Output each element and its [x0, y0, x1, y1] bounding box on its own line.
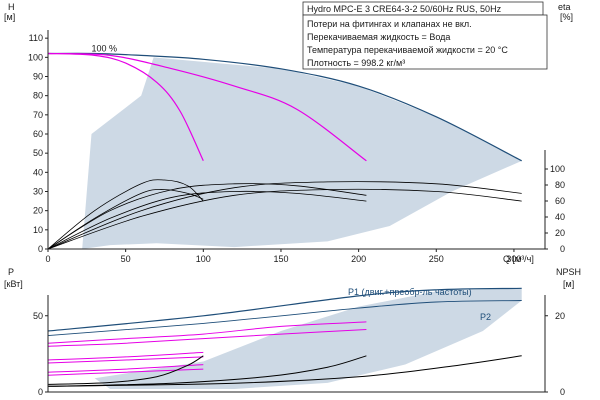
operating-range-area	[82, 57, 522, 250]
y-tick-label: 90	[33, 72, 43, 82]
efficiency-curve	[47, 189, 204, 250]
y-tick-label: 30	[33, 187, 43, 197]
x-tick-label: 50	[121, 254, 131, 264]
x-tick-label: 150	[273, 254, 288, 264]
y-tick-label: 110	[29, 33, 43, 43]
y2-title-npsh: NPSH	[556, 267, 581, 277]
reduced-speed-head-curve	[47, 52, 204, 162]
reduced-speed-power-curve	[47, 356, 204, 364]
power-npsh-panel: 0 50 0 20 P [кВт] NPSH [м] P1 (двиг.+преобр…	[4, 267, 581, 397]
efficiency-curve	[47, 188, 522, 250]
annotation-100-percent: 100 %	[91, 44, 117, 54]
y-tick-label: 80	[33, 91, 43, 101]
y2-title-npsh-unit: [м]	[563, 279, 574, 289]
y-title-h-unit: [м]	[4, 12, 15, 22]
p1-power-curve	[47, 287, 522, 332]
pump-conditions-box	[302, 14, 548, 70]
y-title-p: P	[8, 267, 14, 277]
y-tick-label: 0	[38, 244, 43, 254]
x-tick-label: 300	[506, 254, 521, 264]
y2-tick-label: 60	[555, 196, 565, 206]
x-tick-label: 200	[351, 254, 366, 264]
head-efficiency-axes: 0 50 100 150 200 250 3000102030405060708090100…	[28, 30, 565, 264]
reduced-speed-power-curve	[47, 321, 367, 344]
y2-tick-label: 40	[555, 212, 565, 222]
power-range-area	[94, 288, 522, 389]
y-tick-label: 10	[33, 225, 43, 235]
efficiency-curve	[47, 183, 367, 250]
reduced-speed-power-curve	[47, 329, 367, 347]
p2-power-curve	[47, 300, 522, 337]
efficiency-curve	[47, 190, 367, 250]
reduced-speed-power-curve	[47, 368, 204, 376]
y-title-h: H	[8, 2, 15, 12]
info-line: Перекачиваемая жидкость = Вода	[307, 32, 450, 42]
y-tick-label: 70	[33, 110, 43, 120]
info-line: Температура перекачиваемой жидкости = 20…	[307, 45, 508, 55]
head-efficiency-curves	[47, 52, 522, 250]
power-npsh-curves	[47, 287, 522, 387]
y-tick-label: 50	[33, 311, 43, 321]
head-efficiency-panel: 0 50 100 150 200 250 3000102030405060708090100…	[4, 2, 573, 264]
pump-title: Hydro MPC-E 3 CRE64-3-2 50/60Hz RUS, 50H…	[307, 4, 502, 14]
npsh-curve	[47, 355, 522, 387]
y-tick-label: 40	[33, 167, 43, 177]
y2-tick-label: 20	[555, 228, 565, 238]
y-tick-label: 50	[33, 148, 43, 158]
pump-info-box: Hydro MPC-E 3 CRE64-3-2 50/60Hz RUS, 50H…	[302, 1, 548, 70]
y2-tick-label: 0	[560, 244, 565, 254]
x-title-q: Q [м³/ч]	[503, 254, 534, 264]
max-head-curve	[47, 52, 522, 162]
legend-p1: P1 (двиг.+преобр-ль частоты)	[348, 287, 472, 297]
y-tick-label: 60	[33, 129, 43, 139]
npsh-curve	[47, 355, 204, 385]
y-title-p-unit: [кВт]	[4, 279, 23, 289]
efficiency-curve	[47, 181, 522, 250]
y2-tick-label: 0	[560, 387, 565, 397]
x-tick-label: 250	[429, 254, 444, 264]
legend-p2: P2	[480, 312, 491, 322]
y-tick-label: 20	[33, 206, 43, 216]
power-npsh-axes: 0 50 0 20	[33, 295, 565, 397]
info-line: Плотность = 998.2 кг/м³	[307, 58, 405, 68]
y2-tick-label: 100	[550, 164, 565, 174]
reduced-speed-head-curve	[47, 52, 367, 162]
y-tick-label: 0	[38, 387, 43, 397]
y2-tick-label: 80	[555, 180, 565, 190]
y2-tick-label: 20	[555, 311, 565, 321]
y2-title-eta: eta	[558, 2, 571, 12]
x-tick-label: 0	[45, 254, 50, 264]
y2-title-eta-unit: [%]	[560, 12, 573, 22]
reduced-speed-power-curve	[47, 351, 204, 361]
x-tick-label: 100	[196, 254, 211, 264]
y-tick-label: 100	[28, 52, 43, 62]
info-line: Потери на фитингах и клапанах не вкл.	[307, 19, 472, 29]
